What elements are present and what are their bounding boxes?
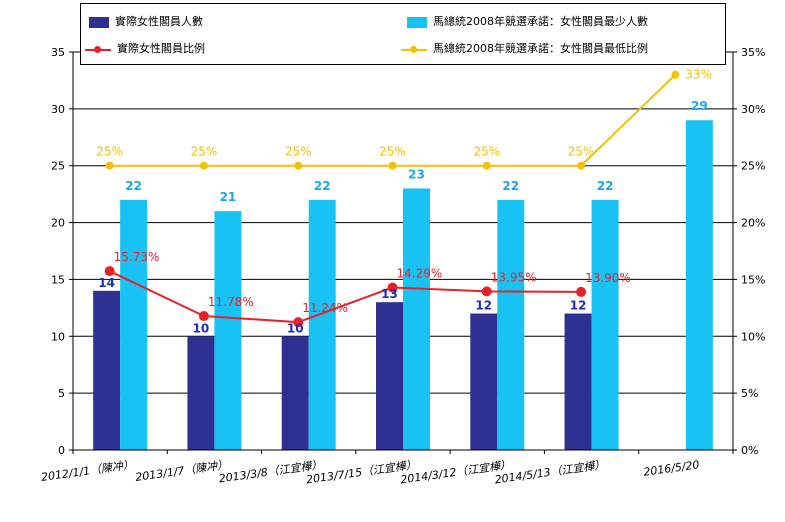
data-label-actual-ratio: 14.29% <box>397 267 443 281</box>
data-label-promise-ratio: 33% <box>685 68 712 82</box>
y-axis-left-ticks: 0 5 10 15 20 25 30 35 <box>51 46 65 457</box>
data-label-actual-count: 10 <box>287 321 304 335</box>
legend-actual-count: 實際女性閣員人數 <box>89 13 203 29</box>
data-label-actual-ratio: 13.90% <box>585 271 631 285</box>
data-label-promise-count: 29 <box>691 99 708 113</box>
axes <box>69 51 737 454</box>
legend-actual-ratio-label: 實際女性閣員比例 <box>117 42 205 55</box>
y-right-tick-label: 0% <box>741 444 758 457</box>
point-promise-ratio <box>199 161 208 170</box>
legend-promise-count-label: 馬總統2008年競選承諾：女性閣員最少人數 <box>433 15 648 28</box>
legend-promise-count: 馬總統2008年競選承諾：女性閣員最少人數 <box>407 13 648 29</box>
x-axis-category-labels: 2012/1/1（陳冲） 2013/1/7（陳冲）2013/3/8（江宜樺）201… <box>40 458 700 486</box>
y-right-tick-label: 30% <box>741 103 765 116</box>
y-left-tick-label: 35 <box>51 46 65 59</box>
data-label-promise-ratio: 25% <box>96 145 123 159</box>
data-label-promise-count: 22 <box>125 179 142 193</box>
y-right-tick-label: 5% <box>741 387 758 400</box>
y-left-tick-label: 10 <box>51 330 65 343</box>
bar-actual-count <box>93 290 121 450</box>
data-label-promise-ratio: 25% <box>379 145 406 159</box>
point-promise-ratio <box>671 70 680 79</box>
bar-actual-count <box>564 313 592 450</box>
x-category-label: 2014/5/13（江宜樺） <box>494 458 606 486</box>
data-label-promise-count: 23 <box>408 167 425 181</box>
point-actual-ratio <box>576 286 587 297</box>
legend-actual-count-label: 實際女性閣員人數 <box>115 15 203 28</box>
y-left-tick-label: 5 <box>58 387 65 400</box>
legend-promise-ratio-label: 馬總統2008年競選承諾：女性閣員最低比例 <box>433 42 648 55</box>
data-label-actual-count: 13 <box>381 287 398 301</box>
point-promise-ratio <box>577 161 586 170</box>
point-actual-ratio <box>104 266 115 277</box>
data-labels: 14 22 10 21 10 22 13 23 12 22 12 22 29 25% 25% 25% 25% 25… <box>96 68 712 336</box>
point-actual-ratio <box>198 311 209 322</box>
x-category-label: 2013/1/7（陳冲） <box>135 458 229 484</box>
data-label-actual-count: 12 <box>570 299 587 313</box>
bars <box>93 120 713 450</box>
data-label-actual-ratio: 11.24% <box>302 301 348 315</box>
bar-promise-count <box>591 199 619 450</box>
y-left-tick-label: 15 <box>51 273 65 286</box>
y-right-tick-label: 25% <box>741 160 765 173</box>
data-label-actual-ratio: 15.73% <box>114 250 160 264</box>
bar-actual-count <box>470 313 498 450</box>
point-actual-ratio <box>293 317 304 328</box>
bar-actual-count <box>281 336 309 450</box>
lines <box>104 70 680 328</box>
data-label-actual-ratio: 11.78% <box>208 295 254 309</box>
bar-promise-count <box>685 120 713 450</box>
data-label-promise-count: 22 <box>502 179 519 193</box>
point-actual-ratio <box>387 282 398 293</box>
y-left-tick-label: 0 <box>58 444 65 457</box>
legend-actual-ratio-swatch <box>85 44 111 55</box>
x-category-label: 2012/1/1（陳冲） <box>40 458 134 484</box>
legend-actual-count-swatch <box>89 16 109 28</box>
y-right-tick-label: 35% <box>741 46 765 59</box>
y-left-tick-label: 20 <box>51 217 65 230</box>
legend-promise-count-swatch <box>407 16 427 28</box>
line-actual-ratio <box>109 270 582 324</box>
y-left-tick-label: 25 <box>51 160 65 173</box>
y-right-tick-label: 10% <box>741 330 765 343</box>
point-promise-ratio <box>294 161 303 170</box>
bar-actual-count <box>187 336 215 450</box>
bar-promise-count <box>308 199 336 450</box>
legend-actual-ratio: 實際女性閣員比例 <box>85 40 205 56</box>
point-promise-ratio <box>105 161 114 170</box>
legend-promise-ratio: 馬總統2008年競選承諾：女性閣員最低比例 <box>401 40 648 56</box>
legend: 實際女性閣員人數 馬總統2008年競選承諾：女性閣員最少人數 實際女性閣員比例 … <box>80 3 726 65</box>
point-actual-ratio <box>481 286 492 297</box>
bar-promise-count <box>497 199 525 450</box>
bar-promise-count <box>120 199 148 450</box>
data-label-promise-count: 21 <box>220 190 237 204</box>
data-label-actual-count: 14 <box>98 276 115 290</box>
y-right-tick-label: 15% <box>741 273 765 286</box>
data-label-promise-ratio: 25% <box>191 145 218 159</box>
y-left-tick-label: 30 <box>51 103 65 116</box>
data-label-promise-ratio: 25% <box>568 145 595 159</box>
data-label-actual-ratio: 13.95% <box>491 270 537 284</box>
bar-promise-count <box>214 211 242 450</box>
y-axis-right-ticks: 0% 5% 10% 15% 20% 25% 30% 35% <box>741 46 765 457</box>
bar-actual-count <box>376 302 403 450</box>
point-promise-ratio <box>388 161 397 170</box>
data-label-promise-count: 22 <box>314 179 331 193</box>
y-right-tick-label: 20% <box>741 217 765 230</box>
data-label-promise-count: 22 <box>597 179 614 193</box>
data-label-actual-count: 12 <box>475 299 492 313</box>
data-label-promise-ratio: 25% <box>285 145 312 159</box>
data-label-actual-count: 10 <box>193 321 210 335</box>
legend-promise-ratio-swatch <box>401 44 427 55</box>
data-label-promise-ratio: 25% <box>473 145 500 159</box>
point-promise-ratio <box>482 161 491 170</box>
x-category-label: 2016/5/20 <box>643 458 701 479</box>
bar-promise-count <box>403 188 430 450</box>
